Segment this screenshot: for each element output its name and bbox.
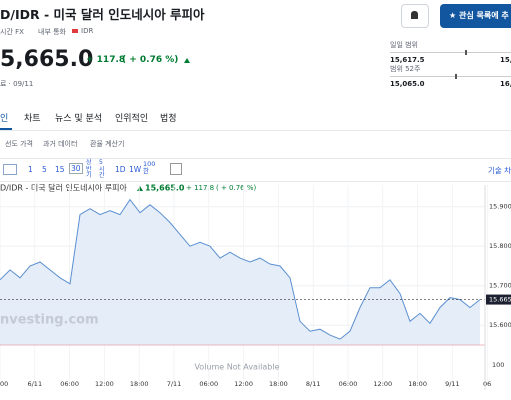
volume-tick: 100 [492,361,504,369]
time: 료 · 09/11 [0,80,34,88]
x-tick-label: 12:00 [234,380,253,388]
range-bar [390,52,511,53]
divider [0,130,511,131]
tab[interactable]: 법정 [160,114,177,124]
x-tick-label: 06:00 [339,380,358,388]
x-tick-label: 00 [0,380,8,388]
tab[interactable]: 뉴스 및 분석 [55,114,103,124]
y-tick-label: 15.800 [489,242,511,250]
subtab[interactable]: 환율 계산기 [90,140,125,148]
x-tick-label: 8/11 [306,380,321,388]
x-tick-label: 06 [483,380,491,388]
legend-change-pct: ( + 0.76 %) [216,184,257,192]
tab[interactable]: 인 [0,114,9,124]
range-marker [455,74,457,79]
interval-button[interactable]: 1 [28,165,33,174]
market: 시간 FX [0,28,24,36]
volume-note: Volume Not Available [194,363,279,372]
up-arrow [184,58,190,63]
title: D/IDR - 미국 달러 인도네시아 루피아 [0,7,205,22]
range-bar [390,76,511,77]
range-high: 16, [500,80,511,88]
chart-type-icon[interactable] [3,164,17,175]
range-low: 15,617.5 [390,56,425,64]
last-price-label: 15.665 [489,296,511,304]
interval-button[interactable]: 100한 [143,160,156,175]
subtab[interactable]: 과거 데이터 [43,140,78,148]
active-tab-underline [0,128,12,130]
technical-button[interactable]: 기술 차 [488,166,511,175]
last-price-box [486,294,511,305]
range-low: 15,065.0 [390,80,425,88]
x-tick-label: 6/11 [27,380,42,388]
currency: IDR [81,27,94,35]
tab[interactable]: 인위적인 [115,114,149,124]
legend-change: + 117.8 [186,184,214,192]
x-tick-label: 06:00 [60,380,79,388]
y-tick-label: 15.600 [489,321,511,329]
watch-button-label: 관심 목록에 추 [458,11,509,20]
range-label: 범위 52주 [390,65,421,73]
price-line [0,198,481,340]
price: 5,665.0 [0,47,94,72]
x-tick-label: 9/11 [445,380,460,388]
subtab[interactable]: 선도 가격 [5,140,33,148]
range-high: 15, [500,56,511,64]
legend-price: 15,665.0 [145,184,185,193]
legend-title: D/IDR - 미국 달러 인도네시아 루피아 [0,183,127,193]
interval-button[interactable]: 상반기 [86,159,92,179]
x-tick-label: 06:00 [199,380,218,388]
y-tick-label: 15.900 [489,203,511,211]
x-tick-label: 12:00 [373,380,392,388]
interval-button[interactable]: 1W [129,165,142,174]
watch-button[interactable]: ★ 관심 목록에 추 [440,4,511,28]
interval-button[interactable]: 5 [42,165,47,174]
x-tick-label: 18:00 [269,380,288,388]
interval-button[interactable]: 30 [69,163,83,174]
x-tick-label: 12:00 [95,380,114,388]
y-tick-label: 15.700 [489,282,511,290]
change: + 117.8 [86,55,126,65]
change-pct: ( + 0.76 %) [122,55,179,65]
x-tick-label: 18:00 [408,380,427,388]
x-tick-label: 18:00 [130,380,149,388]
alert-button[interactable] [401,4,429,28]
flag [72,29,78,33]
legend-arrow [137,186,143,191]
range-label: 일일 범위 [390,41,418,49]
tab[interactable]: 차트 [24,114,41,124]
interval-button[interactable]: 1D [115,165,126,174]
interval-button[interactable]: 15 [55,165,65,174]
currency-label: 내부 통화 [38,28,66,36]
range-marker [465,50,467,55]
toolbar [0,158,511,182]
fullscreen-icon[interactable] [170,163,182,175]
bell-icon [411,11,418,19]
watermark: nvesting.com [0,313,99,328]
x-tick-label: 7/11 [167,380,182,388]
interval-button[interactable]: 5시간 [99,159,105,179]
